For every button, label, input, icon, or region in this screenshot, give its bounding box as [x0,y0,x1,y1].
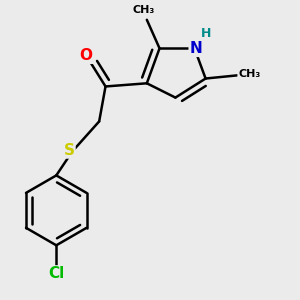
Text: S: S [64,142,74,158]
Text: Cl: Cl [48,266,64,281]
Text: N: N [190,41,202,56]
Text: H: H [201,27,212,40]
Text: CH₃: CH₃ [133,5,155,15]
Text: O: O [79,48,92,63]
Text: CH₃: CH₃ [238,69,261,79]
